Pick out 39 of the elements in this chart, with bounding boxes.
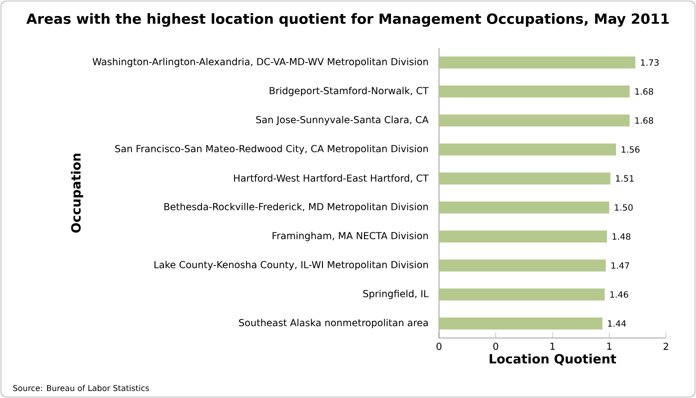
y-tick-label: San Francisco-San Mateo-Redwood City, CA Metropolitan Division [115,144,428,154]
chart-title: Areas with the highest location quotient for Management Occupations, May 2011 [26,13,669,27]
data-label: 1.48 [612,233,630,240]
y-tick-label: Springfield, IL [363,290,429,300]
data-label: 1.50 [614,204,633,211]
bar [438,85,630,98]
x-tick-label: 0 [436,342,442,350]
data-label: 1.68 [635,117,654,124]
data-label: 1.51 [616,175,634,182]
data-label: 1.46 [610,291,628,298]
x-tick-label: 1 [550,342,555,350]
data-label: 1.68 [635,88,654,95]
y-tick-label: Southeast Alaska nonmetropolitan area [239,318,428,328]
data-label: 1.47 [611,262,630,269]
x-axis-title: Location Quotient [490,354,616,366]
data-label: 1.44 [608,320,626,327]
bar [438,114,630,126]
bar [438,201,610,214]
y-tick-label: Bridgeport-Stamford-Norwalk, CT [270,86,429,96]
bar [438,259,606,272]
data-label: 1.56 [622,146,640,153]
y-tick-label: Lake County-Kenosha County, IL-WI Metropolitan Division [154,260,428,270]
x-tick-label: 0 [493,342,498,350]
bar [438,172,610,184]
data-label: 1.73 [641,59,659,66]
bar [438,56,636,68]
bar [438,288,605,300]
x-tick-label: 2 [664,342,668,350]
y-tick-label: Hartford-West Hartford-East Hartford, CT [234,174,429,183]
x-tick-label: 1 [607,342,612,350]
y-tick-label: Bethesda-Rockville-Frederick, MD Metropolitan Division [164,202,428,212]
bar [438,230,607,242]
source-note: Source: Bureau of Labor Statistics [13,384,150,392]
y-tick-label: Washington-Arlington-Alexandria, DC-VA-MD-WV Metropolitan Division [92,58,428,68]
y-tick-label: Framingham, MA NECTA Division [272,232,428,242]
bar [438,143,616,156]
y-tick-label: San Jose-Sunnyvale-Santa Clara, CA [256,116,429,126]
y-axis-title: Occupation [70,154,84,233]
bar [438,317,602,330]
